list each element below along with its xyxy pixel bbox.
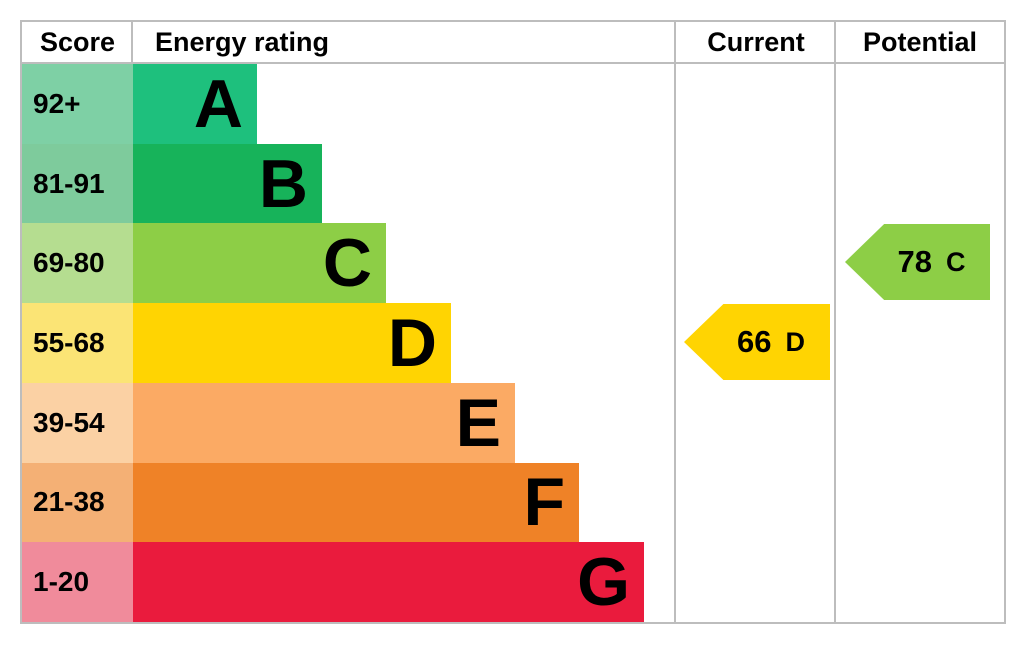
band-score-range: 69-80 — [22, 223, 133, 304]
band-score-range: 39-54 — [22, 382, 133, 463]
band-row: 21-38 F — [22, 462, 1004, 543]
band-score-range: 81-91 — [22, 143, 133, 224]
band-bar: D — [133, 303, 451, 383]
potential-column-header: Potential — [862, 26, 977, 57]
current-rating-value: 66 — [737, 324, 772, 359]
table-header-row: Score Energy rating Current Potential — [22, 22, 1004, 64]
band-score-range: 1-20 — [22, 542, 133, 623]
band-row: 92+ A — [22, 64, 1004, 144]
band-bar: C — [133, 223, 386, 304]
score-column-header: Score — [39, 26, 116, 57]
band-bar: F — [133, 462, 579, 543]
band-row: 39-54 E — [22, 382, 1004, 463]
current-potential-divider-line — [834, 22, 836, 622]
band-bar: E — [133, 382, 515, 463]
band-bar: A — [133, 64, 257, 144]
band-row: 81-91 B — [22, 143, 1004, 224]
potential-rating-value: 78 — [897, 244, 932, 279]
band-score-range: 21-38 — [22, 462, 133, 543]
band-row: 55-68 D — [22, 303, 1004, 383]
score-rating-divider-line — [131, 22, 133, 62]
energy-rating-column-header: Energy rating — [155, 26, 330, 57]
current-column-header: Current — [707, 26, 805, 57]
band-row: 69-80 C — [22, 223, 1004, 304]
rating-current-divider-line — [674, 22, 676, 622]
band-row: 1-20 G — [22, 542, 1004, 623]
epc-table: Score Energy rating Current Potential 92… — [20, 20, 1006, 624]
band-rows-container: 92+ A 81-91 B 69-80 C 55-68 D 39-54 E 21… — [22, 64, 1004, 623]
band-bar: G — [133, 542, 644, 623]
band-score-range: 92+ — [22, 64, 133, 144]
potential-rating-band-letter: C — [945, 246, 966, 277]
band-score-range: 55-68 — [22, 303, 133, 383]
band-bar: B — [133, 143, 322, 224]
current-rating-band-letter: D — [785, 326, 805, 357]
